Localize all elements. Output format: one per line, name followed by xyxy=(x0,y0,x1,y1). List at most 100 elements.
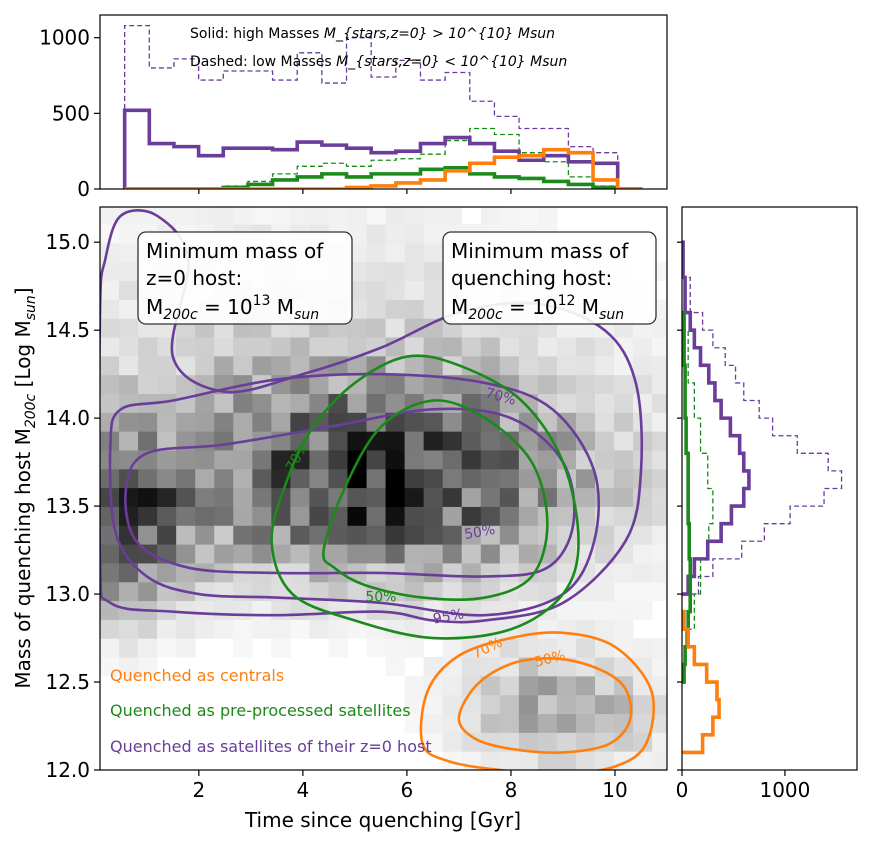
heatmap-cell-176 xyxy=(233,506,253,526)
right-x-axis: 0 1000 xyxy=(676,770,810,802)
heatmap-cell-309 xyxy=(328,207,349,225)
contour-satellites-95- xyxy=(100,209,644,624)
heatmap-cell-685 xyxy=(595,506,615,526)
heatmap-cell-573 xyxy=(518,431,539,451)
heatmap-cell-85 xyxy=(157,449,177,470)
heatmap-cell-538 xyxy=(499,525,520,545)
heatmap-cell-620 xyxy=(556,675,577,696)
heatmap-cell-592 xyxy=(537,638,558,658)
heatmap-cell-40 xyxy=(119,374,139,394)
heatmap-cell-455 xyxy=(442,412,463,432)
heatmap-cell-34 xyxy=(119,487,139,507)
heatmap-cell-616 xyxy=(556,751,577,770)
heatmap-cell-471 xyxy=(461,675,482,696)
heatmap-cell-146 xyxy=(214,619,234,639)
heatmap-cell-690 xyxy=(595,412,615,432)
heatmap-cell-158 xyxy=(214,393,234,413)
heatmap-cell-252 xyxy=(290,393,310,413)
heatmap-cell-417 xyxy=(423,562,444,583)
heatmap-cell-152 xyxy=(214,506,234,526)
heatmap-cell-617 xyxy=(556,732,577,752)
heatmap-cell-199 xyxy=(252,506,272,526)
heatmap-cell-511 xyxy=(480,468,501,489)
y-tick-label-4: 14.0 xyxy=(45,406,90,430)
heatmap-cell-767 xyxy=(652,449,667,470)
heatmap-cell-717 xyxy=(614,431,634,451)
heatmap-cell-393 xyxy=(404,487,425,507)
heatmap-cell-371 xyxy=(385,393,406,413)
heatmap-cell-727 xyxy=(633,751,653,770)
top-y-tick-label-2: 1000 xyxy=(39,26,90,50)
box1-line1: Minimum mass of xyxy=(146,239,324,263)
heatmap-cell-477 xyxy=(461,562,482,583)
heatmap-cell-292 xyxy=(328,525,349,545)
heatmap-cell-648 xyxy=(575,675,596,696)
heatmap-cell-623 xyxy=(556,619,577,639)
heatmap-cell-376 xyxy=(385,299,406,319)
right-series-2 xyxy=(682,310,693,684)
heatmap-cell-509 xyxy=(480,506,501,526)
heatmap-cell-452 xyxy=(442,468,463,489)
heatmap-cell-428 xyxy=(423,355,444,376)
right-series-4 xyxy=(682,609,721,755)
heatmap-cell-57 xyxy=(138,525,158,545)
heatmap-cell-732 xyxy=(633,657,653,677)
heatmap-cell-384 xyxy=(404,675,425,696)
heatmap-cell-653 xyxy=(575,581,596,602)
heatmap-cell-747 xyxy=(633,355,653,376)
heatmap-cell-510 xyxy=(480,487,501,507)
heatmap-cell-44 xyxy=(119,299,139,319)
contour-label-0: 70% xyxy=(483,385,517,409)
heatmap-cell-324 xyxy=(347,355,368,376)
heatmap-cell-740 xyxy=(633,487,653,507)
y-tick-label-6: 15.0 xyxy=(45,230,90,254)
heatmap-cell-446 xyxy=(442,581,463,602)
heatmap-cell-702 xyxy=(614,713,634,733)
heatmap-cell-578 xyxy=(518,337,539,357)
contour-centrals-70- xyxy=(419,631,655,770)
heatmap-cell-51 xyxy=(138,638,158,658)
heatmap-cell-363 xyxy=(385,544,406,564)
heatmap-cell-570 xyxy=(518,487,539,507)
heatmap-cell-712 xyxy=(614,525,634,545)
y-tick-label-3: 13.5 xyxy=(45,494,90,518)
heatmap-cell-18 xyxy=(100,318,120,338)
heatmap-cell-374 xyxy=(385,337,406,357)
heatmap-cell-391 xyxy=(404,525,425,545)
heatmap-cell-263 xyxy=(309,619,329,639)
heatmap-cell-474 xyxy=(461,619,482,639)
heatmap-cell-534 xyxy=(499,600,520,620)
heatmap-cell-22 xyxy=(100,242,120,263)
heatmap-cell-414 xyxy=(423,619,444,639)
heatmap-cell-680 xyxy=(595,600,615,620)
heatmap-cell-608 xyxy=(537,337,558,357)
heatmap-cell-131 xyxy=(195,468,215,489)
heatmap-cell-289 xyxy=(328,581,349,602)
heatmap-cell-655 xyxy=(575,544,596,564)
heatmap-cell-125 xyxy=(195,581,215,602)
heatmap-cell-193 xyxy=(252,619,272,639)
top-series-0 xyxy=(122,108,643,189)
heatmap-cell-437 xyxy=(442,751,463,770)
heatmap-cell-416 xyxy=(423,581,444,602)
heatmap-cell-145 xyxy=(195,207,215,225)
heatmap-cell-341 xyxy=(366,487,387,507)
heatmap-cell-63 xyxy=(138,412,158,432)
heatmap-cell-27 xyxy=(119,619,139,639)
heatmap-cell-569 xyxy=(518,506,539,526)
heatmap-cell-423 xyxy=(423,449,444,470)
annotation-dashed-math: M_{stars,z=0} < 10^{10} Msun xyxy=(336,54,567,70)
box1-line3: M200c = 1013 Msun xyxy=(146,293,319,323)
heatmap-cell-659 xyxy=(575,468,596,489)
heatmap-cell-58 xyxy=(138,506,158,526)
heatmap-cell-45 xyxy=(119,280,139,300)
heatmap-cell-347 xyxy=(366,374,387,394)
heatmap-cell-368 xyxy=(385,449,406,470)
heatmap-cell-115 xyxy=(176,337,196,357)
heatmap-cell-111 xyxy=(176,412,196,432)
heatmap-cell-84 xyxy=(157,468,177,489)
heatmap-cell-255 xyxy=(290,337,310,357)
heatmap-cell-692 xyxy=(595,374,615,394)
heatmap-cell-59 xyxy=(138,487,158,507)
heatmap-cell-688 xyxy=(595,449,615,470)
